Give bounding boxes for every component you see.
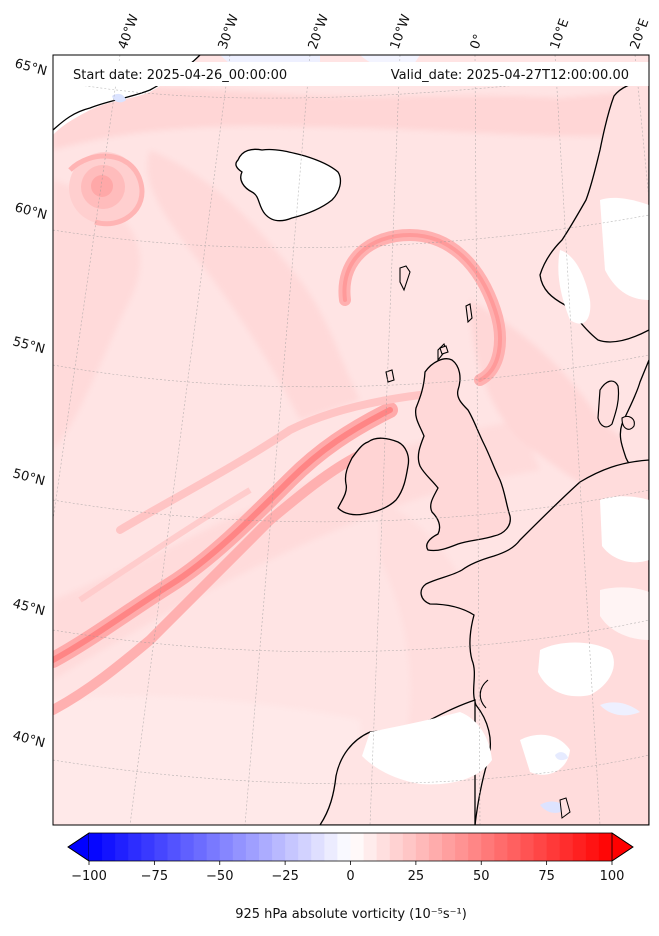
continental-europe (319, 459, 649, 825)
colorbar-tick-label: 50 (473, 869, 490, 884)
denmark (597, 380, 635, 430)
colorbar-bin (376, 833, 391, 861)
colorbar-bin (428, 833, 443, 861)
colorbar-tick-label: 25 (408, 869, 425, 884)
lon-label-10w: 10°W (388, 12, 414, 51)
colorbar-bin (402, 833, 417, 861)
colorbar-bin (154, 833, 169, 861)
colorbar-bin (350, 833, 365, 861)
frontal-band (53, 391, 424, 715)
colorbar-bin (180, 833, 195, 861)
colorbar-bin (546, 833, 561, 861)
vorticity-field (53, 87, 649, 825)
map-frame (52, 54, 650, 826)
colorbar-bin (89, 833, 103, 861)
lon-label-30w: 30°W (216, 12, 242, 51)
colorbar-bin (115, 833, 129, 861)
start-date-label: Start date: 2025-04-26_00:00:00 (73, 68, 287, 83)
map-panel (53, 55, 649, 825)
colorbar-bin (337, 833, 352, 861)
curved-vorticity-band (338, 228, 506, 386)
low-pressure-vortex (68, 152, 145, 227)
colorbar-bin (481, 833, 495, 861)
scandinavia (539, 79, 649, 472)
colorbar-bin (585, 833, 600, 861)
colorbar-bin (311, 833, 325, 861)
colorbar-tick-label: 75 (538, 869, 555, 884)
great-britain (414, 342, 511, 552)
lon-label-20e: 20°E (628, 17, 653, 52)
colorbar-tick-label: 0 (346, 869, 354, 884)
lat-label-50n: 50°N (11, 466, 47, 489)
colorbar-bin (272, 833, 286, 861)
colorbar-bin (285, 833, 299, 861)
latitude-labels: 65°N 60°N 55°N 50°N 45°N 40°N (11, 56, 49, 751)
lat-label-55n: 55°N (11, 334, 47, 357)
graticule (53, 55, 649, 825)
colorbar-bin (494, 833, 508, 861)
colorbar-tick-label: −25 (271, 869, 298, 884)
colorbar-tick-label: 100 (600, 869, 625, 884)
colorbar-bin (559, 833, 574, 861)
colorbar-bin (389, 833, 404, 861)
lat-label-60n: 60°N (13, 200, 49, 223)
lon-label-40w: 40°W (116, 12, 142, 51)
valid-date-label: Valid_date: 2025-04-27T12:00:00.00 (391, 68, 629, 83)
colorbar-bin (455, 833, 469, 861)
colorbar-bin (415, 833, 430, 861)
colorbar-tick-label: −100 (71, 869, 107, 884)
colorbar-bin (572, 833, 587, 861)
lat-label-40n: 40°N (11, 728, 47, 751)
colorbar-label: 925 hPa absolute vorticity (10⁻⁵s⁻¹) (235, 907, 467, 922)
colorbar-bins (89, 833, 613, 861)
colorbar-bin (468, 833, 482, 861)
iceland (235, 148, 342, 222)
colorbar-bin (245, 833, 260, 861)
colorbar-bin (324, 833, 339, 861)
lat-label-45n: 45°N (11, 596, 47, 619)
colorbar-bin (193, 833, 208, 861)
colorbar-bin (442, 833, 456, 861)
islands (385, 265, 473, 383)
colorbar-bin (533, 833, 548, 861)
colorbar-tick-label: −50 (206, 869, 233, 884)
lon-label-10e: 10°E (548, 17, 573, 52)
lon-label-20w: 20°W (306, 12, 332, 51)
colorbar-bin (206, 833, 221, 861)
colorbar-bin (258, 833, 273, 861)
colorbar-ticks: −100 −75 −50 −25 0 25 50 75 100 (71, 861, 624, 884)
colorbar-bin (102, 833, 116, 861)
lon-label-0: 0° (468, 32, 487, 51)
colorbar: −100 −75 −50 −25 0 25 50 75 100 925 hPa absolute… (67, 832, 634, 922)
ireland (337, 437, 410, 516)
colorbar-bin (298, 833, 312, 861)
colorbar-bin (363, 833, 378, 861)
colorbar-bin (520, 833, 535, 861)
colorbar-extend-low (67, 832, 90, 862)
colorbar-bin (167, 833, 182, 861)
lat-label-65n: 65°N (13, 56, 49, 79)
colorbar-tick-label: −75 (141, 869, 168, 884)
colorbar-extend-high (611, 832, 634, 862)
colorbar-bin (219, 833, 234, 861)
colorbar-bin (141, 833, 155, 861)
colorbar-bin (232, 833, 247, 861)
colorbar-bin (507, 833, 522, 861)
colorbar-bin (128, 833, 142, 861)
colorbar-bin (598, 833, 613, 861)
header-background (53, 62, 649, 86)
longitude-labels: 40°W 30°W 20°W 10°W 0° 10°E 20°E (116, 12, 653, 51)
